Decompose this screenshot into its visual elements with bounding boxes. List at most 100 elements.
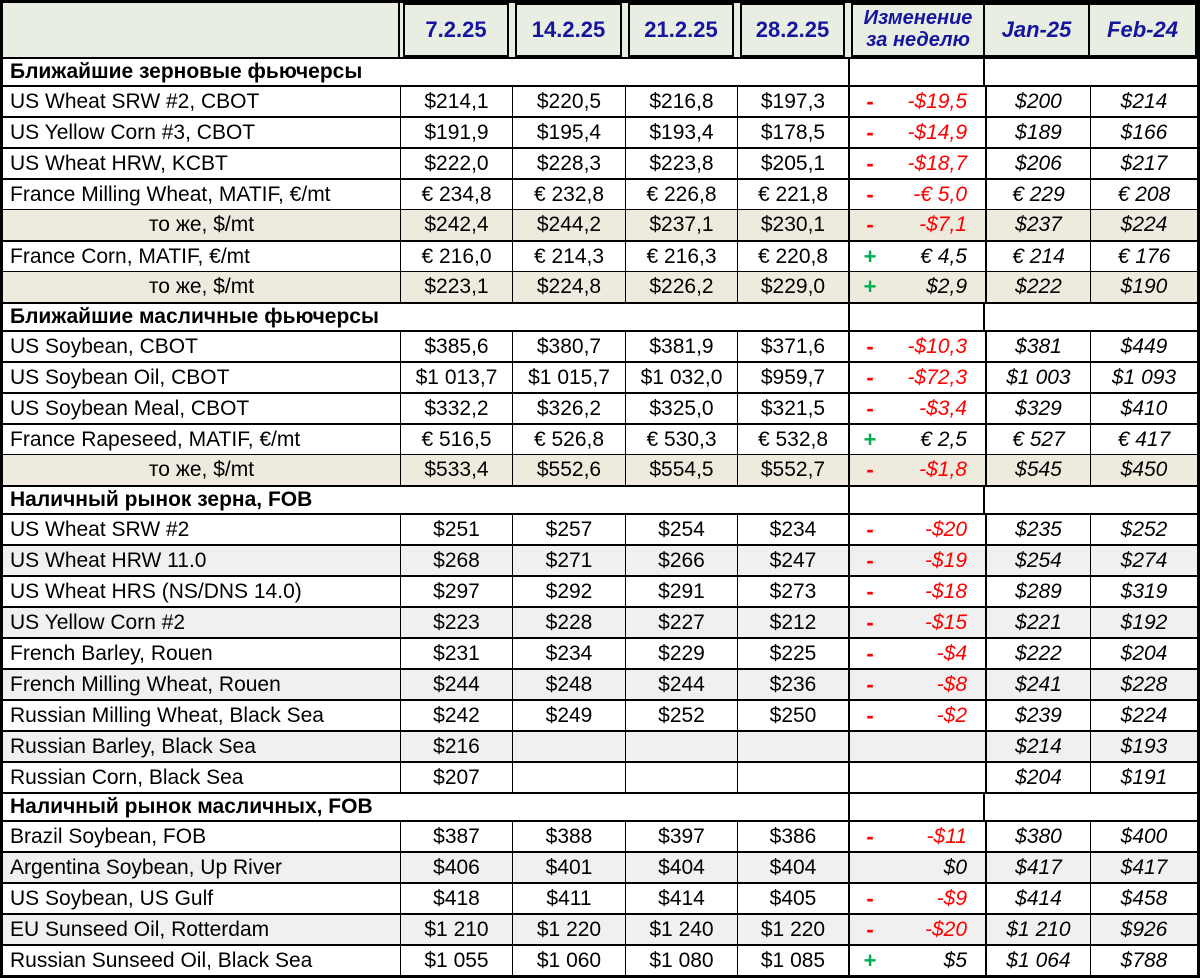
table-row: US Wheat HRS (NS/DNS 14.0) $297 $292 $291 $2… xyxy=(3,575,1197,606)
feb24-cell: $788 xyxy=(1090,946,1197,975)
table-row: France Rapeseed, MATIF, €/mt € 516,5 € 526… xyxy=(3,423,1197,454)
price-cell xyxy=(512,732,625,761)
row-label: US Soybean Meal, CBOT xyxy=(10,396,250,420)
weekly-change-cell: - -$8 xyxy=(848,670,985,699)
ref-month-header-label: Jan-25 xyxy=(985,3,1090,57)
price-cell: $1 220 xyxy=(512,915,625,944)
ref-month-header-label: Feb-24 xyxy=(1090,3,1197,57)
jan25-cell: $214 xyxy=(985,732,1090,761)
price-cell: $234 xyxy=(737,515,848,544)
weekly-change-cell: - -$1,8 xyxy=(848,455,985,485)
price-cell xyxy=(737,763,848,792)
jan25-cell: $241 xyxy=(985,670,1090,699)
weekly-change-cell: - -€ 5,0 xyxy=(848,180,985,209)
column-header-week1: 7.2.25 xyxy=(400,3,512,57)
row-label: French Barley, Rouen xyxy=(10,641,213,665)
price-cell: $325,0 xyxy=(625,394,737,423)
price-cell xyxy=(512,763,625,792)
price-cell: $381,9 xyxy=(625,332,737,361)
minus-sign: - xyxy=(866,364,874,390)
weekly-change-cell: - -$15 xyxy=(848,608,985,637)
section-change-spacer-cell xyxy=(848,487,985,513)
price-cell: $212 xyxy=(737,608,848,637)
price-cell: € 516,5 xyxy=(400,425,512,454)
change-value: -$14,9 xyxy=(907,120,967,144)
change-value: -$18 xyxy=(924,579,967,603)
price-cell: $386 xyxy=(737,822,848,851)
change-value: € 4,5 xyxy=(920,244,967,268)
jan25-cell: $254 xyxy=(985,546,1090,575)
minus-sign: - xyxy=(866,395,874,421)
price-cell: $216 xyxy=(400,732,512,761)
minus-sign: - xyxy=(866,181,874,207)
feb24-cell: $228 xyxy=(1090,670,1197,699)
section-header-row: Ближайшие зерновые фьючерсы xyxy=(3,57,1197,85)
price-cell: $228 xyxy=(512,608,625,637)
price-cell: $1 032,0 xyxy=(625,363,737,392)
table-header-row: 7.2.25 14.2.25 21.2.25 28.2.25 Изменение… xyxy=(3,3,1197,57)
change-value: -$8 xyxy=(936,672,967,696)
price-cell: $405 xyxy=(737,884,848,913)
table-row: то же, $/mt $533,4 $552,6 $554,5 $552,7- -$1,… xyxy=(3,454,1197,485)
change-value: -$19 xyxy=(924,548,967,572)
weekly-change-cell: $0 xyxy=(848,853,985,882)
price-cell: $332,2 xyxy=(400,394,512,423)
price-cell: $1 055 xyxy=(400,946,512,975)
minus-sign: - xyxy=(866,916,874,942)
weekly-change-cell: + $2,9 xyxy=(848,272,985,302)
date-header-label: 21.2.25 xyxy=(628,3,734,57)
price-cell: $252 xyxy=(625,701,737,730)
row-label: US Yellow Corn #3, CBOT xyxy=(10,120,256,144)
minus-sign: - xyxy=(866,547,874,573)
price-cell: $414 xyxy=(625,884,737,913)
price-cell: $1 085 xyxy=(737,946,848,975)
section-change-spacer-cell xyxy=(848,304,985,330)
weekly-change-cell: - -$3,4 xyxy=(848,394,985,423)
feb24-cell: $417 xyxy=(1090,853,1197,882)
price-cell: $229,0 xyxy=(737,272,848,302)
price-cell: $251 xyxy=(400,515,512,544)
price-cell: $1 060 xyxy=(512,946,625,975)
feb24-cell: $410 xyxy=(1090,394,1197,423)
row-label: Argentina Soybean, Up River xyxy=(10,855,282,879)
jan25-cell: $1 210 xyxy=(985,915,1090,944)
change-value: -$3,4 xyxy=(919,396,967,420)
section-header-row: Наличный рынок масличных, FOB xyxy=(3,792,1197,820)
feb24-cell: € 417 xyxy=(1090,425,1197,454)
price-cell: $552,6 xyxy=(512,455,625,485)
price-cell: $291 xyxy=(625,577,737,606)
row-label: то же, $/mt xyxy=(148,275,255,298)
header-corner-cell xyxy=(3,3,400,57)
weekly-change-cell: - -$19,5 xyxy=(848,87,985,116)
table-row: US Wheat SRW #2 $251 $257 $254 $234- -$20 $235… xyxy=(3,513,1197,544)
price-cell: $242,4 xyxy=(400,210,512,240)
minus-sign: - xyxy=(866,212,874,237)
jan25-cell: $1 003 xyxy=(985,363,1090,392)
table-row: France Corn, MATIF, €/mt € 216,0 € 214,3 € … xyxy=(3,240,1197,271)
change-value: -$20 xyxy=(924,917,967,941)
price-cell: $292 xyxy=(512,577,625,606)
price-cell: $191,9 xyxy=(400,118,512,147)
row-label: US Wheat SRW #2 xyxy=(10,517,190,541)
section-ref-spacer-cell xyxy=(985,487,1197,513)
change-value: -€ 5,0 xyxy=(913,182,967,206)
feb24-cell: $214 xyxy=(1090,87,1197,116)
price-cell: € 532,8 xyxy=(737,425,848,454)
price-cell: $371,6 xyxy=(737,332,848,361)
minus-sign: - xyxy=(866,609,874,635)
minus-sign: - xyxy=(866,150,874,176)
feb24-cell: $319 xyxy=(1090,577,1197,606)
table-row: EU Sunseed Oil, Rotterdam $1 210 $1 220 $1 … xyxy=(3,913,1197,944)
price-cell: $225 xyxy=(737,639,848,668)
price-cell: $224,8 xyxy=(512,272,625,302)
price-cell: $257 xyxy=(512,515,625,544)
price-cell: € 530,3 xyxy=(625,425,737,454)
row-label: US Soybean, CBOT xyxy=(10,334,198,358)
minus-sign: - xyxy=(866,119,874,145)
section-header-row: Наличный рынок зерна, FOB xyxy=(3,485,1197,513)
price-cell: $401 xyxy=(512,853,625,882)
table-row: US Wheat HRW 11.0 $268 $271 $266 $247- -$19 $2… xyxy=(3,544,1197,575)
row-label: то же, $/mt xyxy=(148,213,255,236)
price-cell: $248 xyxy=(512,670,625,699)
change-value: -$18,7 xyxy=(907,151,967,175)
